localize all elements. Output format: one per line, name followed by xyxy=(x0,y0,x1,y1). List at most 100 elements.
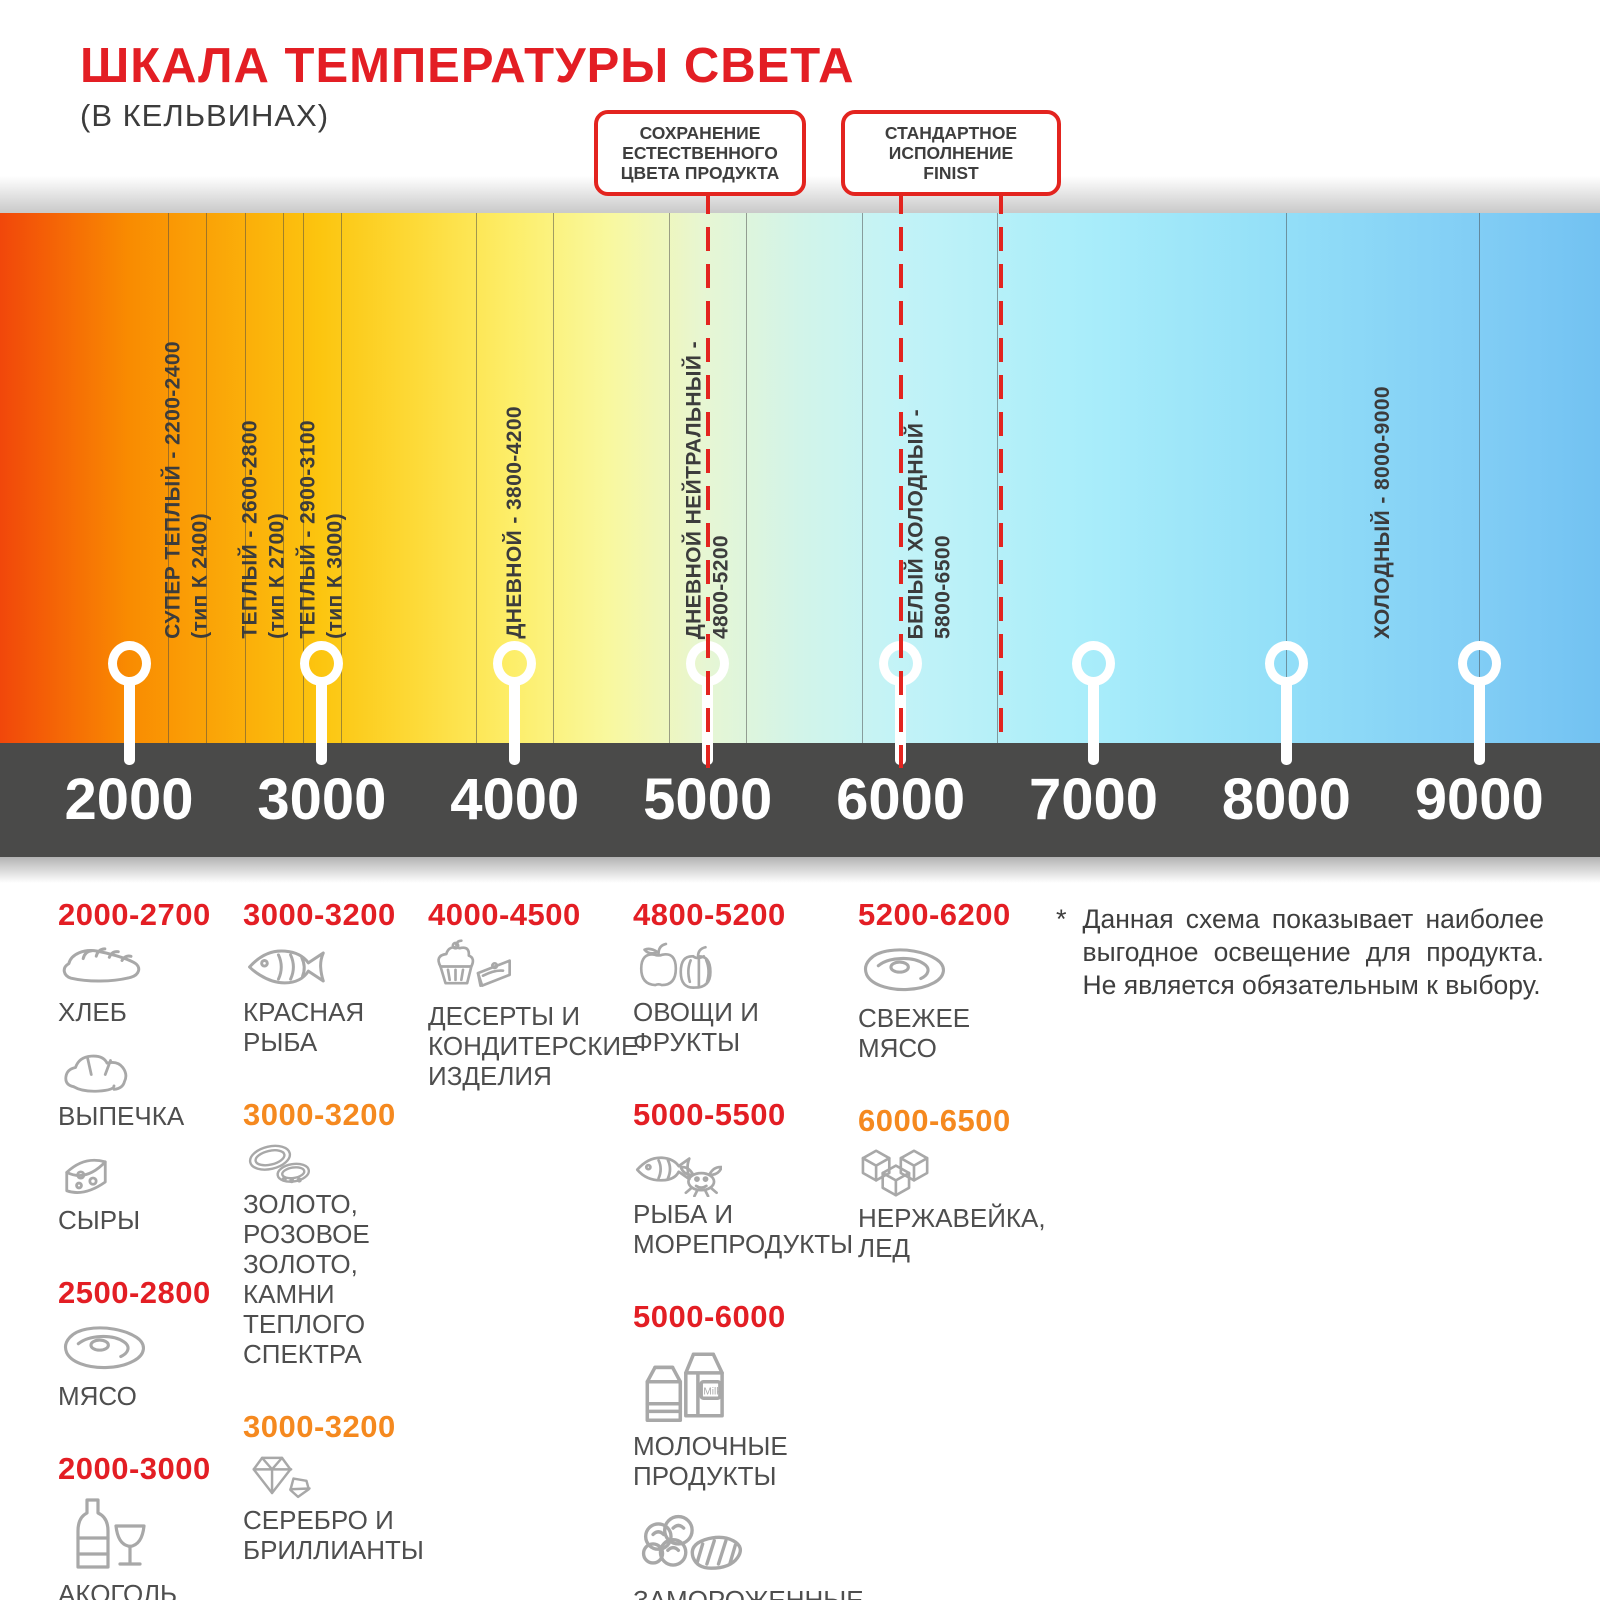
legend-range: 2500-2800 xyxy=(58,1275,211,1310)
legend-item: ХЛЕБ xyxy=(58,939,240,1027)
legend-item-label: ОВОЩИ И ФРУКТЫ xyxy=(633,997,759,1057)
legend-range: 3000-3200 xyxy=(243,1097,396,1132)
legend-item-label: СЫРЫ xyxy=(58,1205,141,1235)
legend-group: 5200-6200 СВЕЖЕЕ МЯСО xyxy=(858,897,1053,1063)
cheese-icon xyxy=(58,1147,240,1203)
diamond-icon-glyph xyxy=(252,1456,311,1499)
scale-tick-label: 4000 xyxy=(450,767,580,832)
legend-item: МЯСО xyxy=(58,1317,240,1411)
zone-label-note: (тип К 2400) xyxy=(188,513,212,639)
zone-label: ТЕПЛЫЙ - 2900-3100 (тип К 3000) xyxy=(296,420,347,639)
meat-icon xyxy=(58,1317,240,1379)
svg-text:Milk: Milk xyxy=(703,1386,722,1397)
zone-boundary-line xyxy=(302,213,304,743)
legend-range: 2000-3000 xyxy=(58,1451,211,1486)
legend-range: 6000-6500 xyxy=(858,1103,1011,1138)
legend-group: 2500-2800 МЯСО xyxy=(58,1275,240,1411)
zone-label-note: (тип К 2700) xyxy=(265,513,289,639)
legend-group: 3000-3200 КРАСНАЯ РЫБА xyxy=(243,897,431,1057)
legend-group: 2000-3000 АКОГОЛЬ xyxy=(58,1451,240,1600)
zone-boundary-line xyxy=(341,213,343,743)
zone-boundary-line xyxy=(283,213,285,743)
legend-item: СВЕЖЕЕ МЯСО xyxy=(858,939,1053,1063)
legend-group: 4800-5200 ОВОЩИ И ФРУКТЫ xyxy=(633,897,863,1057)
bread-icon xyxy=(58,939,240,995)
legend-group: 5000-6000 Milk МОЛОЧНЫЕ ПРОДУКТЫ ЗАМОРОЖЕНН… xyxy=(633,1299,864,1600)
dessert-icon-glyph xyxy=(437,939,511,987)
scale-tick-label: 9000 xyxy=(1414,767,1544,832)
legend-range: 3000-3200 xyxy=(243,1409,396,1444)
footnote-text: Данная схема показывает наиболее выгодно… xyxy=(1082,904,1544,1000)
footnote: * Данная схема показывает наиболее выгод… xyxy=(1056,903,1544,1002)
zone-label-text: ДНЕВНОЙ - 3800-4200 xyxy=(502,406,526,639)
fish-icon-glyph xyxy=(248,949,325,985)
kelvin-scale-band: 2000 3000 4000 5000 6000 7000 8000 9000 xyxy=(0,743,1600,857)
legend-item-label: НЕРЖАВЕЙКА, ЛЕД xyxy=(858,1203,1046,1263)
legend-item: СЕРЕБРО И БРИЛЛИАНТЫ xyxy=(243,1451,431,1565)
steak-icon-glyph xyxy=(864,948,945,992)
legend-group: 5000-5500 РЫБА И МОРЕПРОДУКТЫ xyxy=(633,1097,863,1259)
zone-label-text: ТЕПЛЫЙ - 2900-3100 xyxy=(296,420,320,639)
zone-boundary-line xyxy=(244,213,246,743)
zone-label: ХОЛОДНЫЙ - 8000-9000 xyxy=(1371,386,1395,639)
legend-item-label: АКОГОЛЬ xyxy=(58,1579,178,1600)
legend-item: АКОГОЛЬ xyxy=(58,1493,240,1600)
zone-label-text: ХОЛОДНЫЙ - 8000-9000 xyxy=(1370,386,1394,639)
zone-label: ДНЕВНОЙ - 3800-4200 xyxy=(503,406,527,639)
legend-item-label: ДЕСЕРТЫ И КОНДИТЕРСКИЕ ИЗДЕЛИЯ xyxy=(428,1001,639,1091)
legend-column: 4800-5200 ОВОЩИ И ФРУКТЫ 5000-5500 РЫБА И М… xyxy=(633,897,864,1600)
bread-icon-glyph xyxy=(62,947,141,983)
scale-tick-label: 7000 xyxy=(1028,767,1159,832)
legend-range: 5000-6000 xyxy=(633,1299,786,1334)
legend-item-label: СВЕЖЕЕ МЯСО xyxy=(858,1003,971,1063)
legend-range: 4000-4500 xyxy=(428,897,581,932)
zone-boundary-line xyxy=(862,213,863,743)
zone-boundary-line xyxy=(1479,213,1481,743)
dessert-icon xyxy=(428,939,633,999)
milk-icon-glyph: Milk xyxy=(645,1352,724,1422)
legend-item: Milk МОЛОЧНЫЕ ПРОДУКТЫ xyxy=(633,1341,863,1491)
legend-column: 2000-2700 ХЛЕБ ВЫПЕЧКА СЫРЫ 2500-2800 МЯСО 200… xyxy=(58,897,240,1600)
legend-item: СЫРЫ xyxy=(58,1147,240,1235)
zone-label: ТЕПЛЫЙ - 2600-2800 (тип К 2700) xyxy=(239,420,290,639)
vegetables-icon xyxy=(633,939,863,995)
legend-column: 3000-3200 КРАСНАЯ РЫБА 3000-3200 ЗОЛОТО, РО… xyxy=(243,897,431,1600)
alcohol-icon-glyph xyxy=(76,1498,146,1569)
zone-label-note: 4800-5200 xyxy=(709,534,733,639)
croissant-icon xyxy=(58,1043,240,1099)
legend-range: 2000-2700 xyxy=(58,897,211,932)
cheese-icon-glyph xyxy=(65,1158,107,1194)
zone-boundary-line xyxy=(206,213,208,743)
zone-boundary-line xyxy=(167,213,169,743)
legend-item: ЗАМОРОЖЕННЫЕ ПОЛУФАБРИКАТЫ xyxy=(633,1507,864,1600)
legend-group: 6000-6500 НЕРЖАВЕЙКА, ЛЕД xyxy=(858,1103,1053,1263)
seafood-icon-glyph xyxy=(635,1156,722,1197)
legend-item: ДЕСЕРТЫ И КОНДИТЕРСКИЕ ИЗДЕЛИЯ xyxy=(428,939,639,1091)
legend-group: 4000-4500 ДЕСЕРТЫ И КОНДИТЕРСКИЕ ИЗДЕЛИЯ xyxy=(428,897,639,1091)
zone-boundary-line xyxy=(1286,213,1288,743)
steak-icon xyxy=(858,939,1053,1001)
scale-tick-label: 6000 xyxy=(836,767,966,832)
legend-item-label: РЫБА И МОРЕПРОДУКТЫ xyxy=(633,1199,854,1259)
croissant-icon-glyph xyxy=(64,1054,128,1093)
band-bottom-shadow xyxy=(0,857,1600,883)
ice-icon-glyph xyxy=(861,1149,929,1197)
scale-tick-label: 8000 xyxy=(1221,767,1351,832)
alcohol-icon xyxy=(58,1493,240,1577)
callout-finist-standard: СТАНДАРТНОЕ ИСПОЛНЕНИЕ FINIST xyxy=(841,110,1061,196)
rings-icon-glyph xyxy=(248,1144,311,1184)
legend-item: НЕРЖАВЕЙКА, ЛЕД xyxy=(858,1145,1053,1263)
legend-range: 5000-5500 xyxy=(633,1097,786,1132)
legend-item-label: СЕРЕБРО И БРИЛЛИАНТЫ xyxy=(243,1505,424,1565)
zone-label-note: (тип К 3000) xyxy=(323,513,347,639)
page-title: ШКАЛА ТЕМПЕРАТУРЫ СВЕТА xyxy=(80,39,855,93)
zone-label-note: 5800-6500 xyxy=(931,534,954,639)
zone-boundary-line xyxy=(669,213,671,743)
seafood-icon xyxy=(633,1139,863,1197)
scale-tick-label: 3000 xyxy=(257,767,387,832)
legend-item-label: ЗАМОРОЖЕННЫЕ ПОЛУФАБРИКАТЫ xyxy=(633,1585,864,1600)
ice-icon xyxy=(858,1145,1053,1201)
scale-tick-label: 2000 xyxy=(64,767,194,832)
vegetables-icon-glyph xyxy=(639,942,712,989)
diamond-icon xyxy=(243,1451,431,1503)
